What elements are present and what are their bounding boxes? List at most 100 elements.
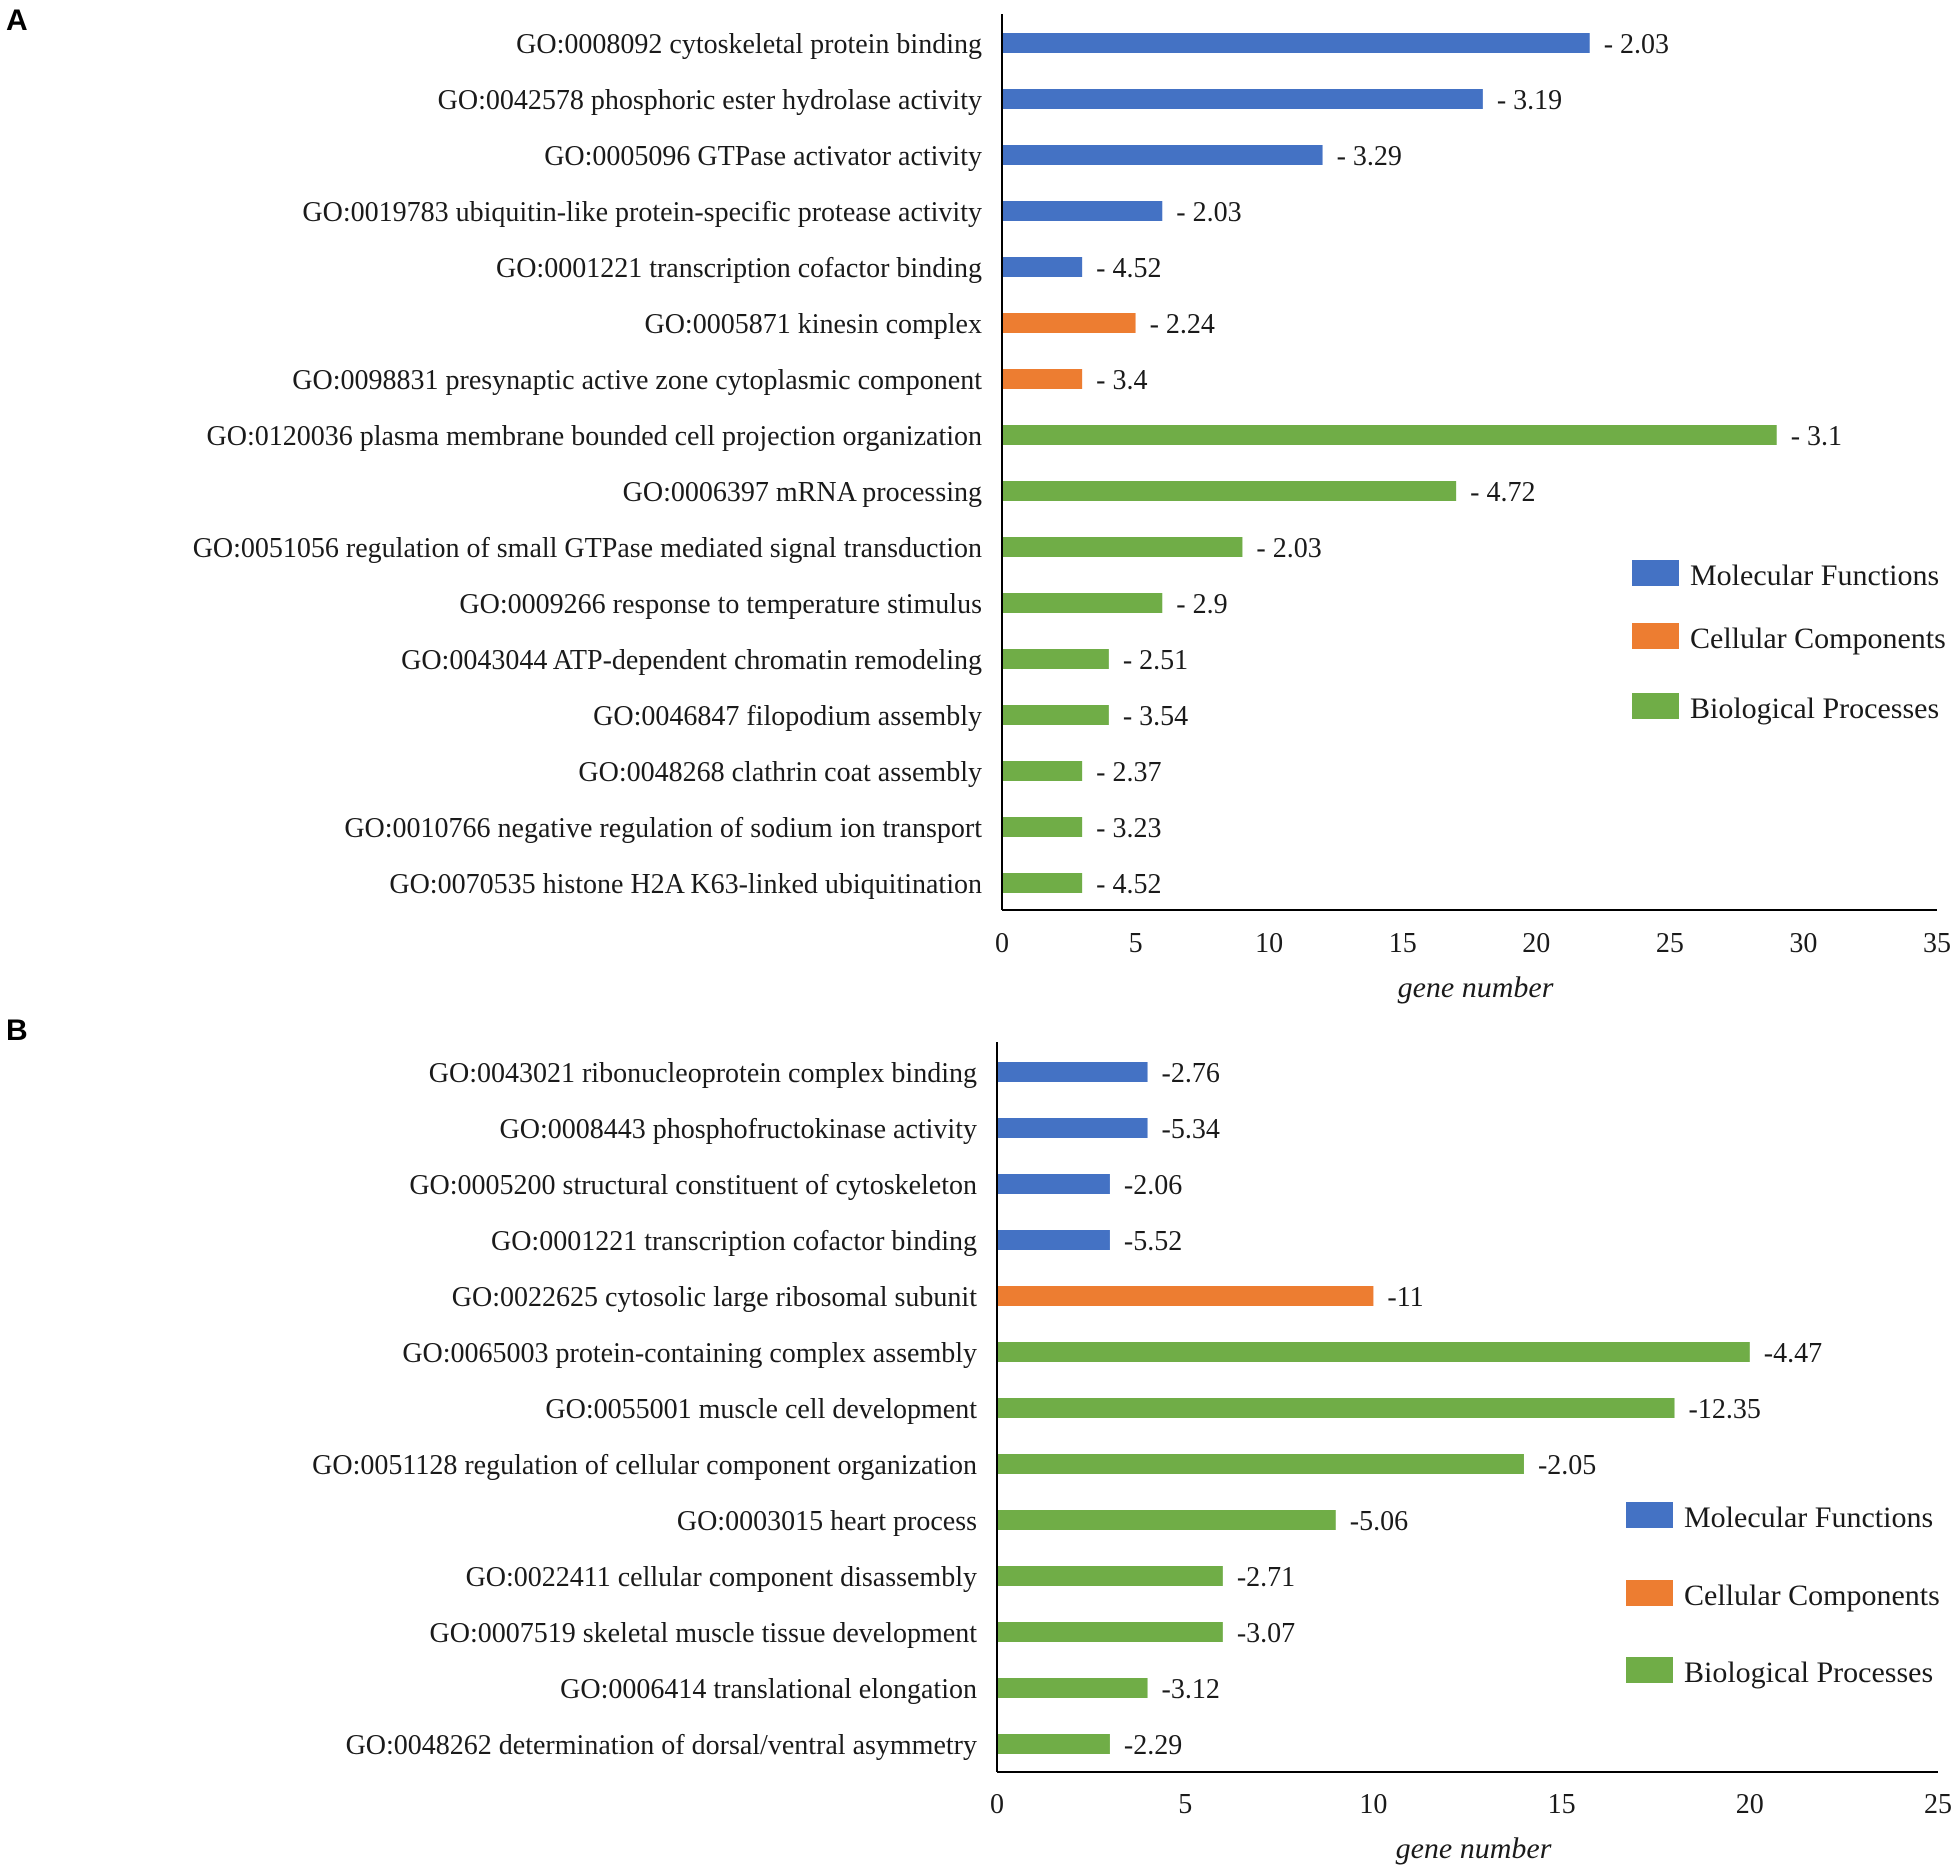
panel-a-bar-14	[1002, 761, 1083, 781]
panel-b-legend-swatch-molecular-functions	[1626, 1502, 1673, 1528]
panel-a-bar-3	[1002, 145, 1323, 165]
panel-a-x-tick-label: 25	[1656, 928, 1684, 959]
panel-b-x-tick-label: 25	[1924, 1789, 1952, 1820]
panel-a-bar-11	[1002, 593, 1163, 613]
panel-b-data-label: -3.12	[1162, 1674, 1220, 1705]
panel-a-category-label: GO:0008092 cytoskeletal protein binding	[516, 29, 982, 60]
panel-b-data-label: -12.35	[1689, 1394, 1761, 1425]
panel-b-bar-7	[997, 1398, 1675, 1418]
panel-b-data-label: -2.05	[1538, 1450, 1596, 1481]
panel-b-legend-swatch-cellular-components	[1626, 1580, 1673, 1606]
panel-b-category-label: GO:0022411 cellular component disassembl…	[466, 1562, 977, 1593]
panel-a-category-label: GO:0098831 presynaptic active zone cytop…	[292, 365, 982, 396]
panel-a-data-label: - 2.03	[1604, 29, 1669, 60]
panel-b-x-tick-label: 10	[1359, 1789, 1387, 1820]
panel-a-bar-9	[1002, 481, 1457, 501]
panel-a-legend-label-biological-processes: Biological Processes	[1690, 692, 1939, 725]
panel-a-data-label: - 3.23	[1096, 813, 1161, 844]
panel-b-category-label: GO:0006414 translational elongation	[560, 1674, 977, 1705]
panel-a-x-tick-label: 15	[1389, 928, 1417, 959]
panel-a-bar-12	[1002, 649, 1109, 669]
panel-label-b: B	[6, 1014, 28, 1047]
panel-a-category-label: GO:0048268 clathrin coat assembly	[578, 757, 982, 788]
panel-a-legend-swatch-cellular-components	[1632, 623, 1679, 649]
panel-b-category-label: GO:0048262 determination of dorsal/ventr…	[346, 1730, 977, 1761]
panel-a-category-label: GO:0001221 transcription cofactor bindin…	[496, 253, 982, 284]
panel-a-x-tick-label: 0	[995, 928, 1009, 959]
panel-b-category-label: GO:0007519 skeletal muscle tissue develo…	[430, 1618, 978, 1649]
panel-a-data-label: - 4.72	[1470, 477, 1535, 508]
panel-b-category-label: GO:0055001 muscle cell development	[545, 1394, 977, 1425]
panel-b-bar-5	[997, 1286, 1374, 1306]
panel-a-bar-10	[1002, 537, 1243, 557]
panel-b-category-label: GO:0005200 structural constituent of cyt…	[409, 1170, 977, 1201]
panel-b-data-label: -11	[1387, 1282, 1423, 1313]
panel-a-legend-swatch-molecular-functions	[1632, 560, 1679, 586]
panel-b-data-label: -2.76	[1162, 1058, 1220, 1089]
panel-a-bar-7	[1002, 369, 1083, 389]
panel-b-x-tick-label: 0	[990, 1789, 1004, 1820]
panel-a-category-label: GO:0010766 negative regulation of sodium…	[344, 813, 982, 844]
panel-b-category-label: GO:0003015 heart process	[677, 1506, 977, 1537]
panel-a-data-label: - 2.37	[1096, 757, 1161, 788]
panel-a-bar-1	[1002, 33, 1590, 53]
panel-a-category-label: GO:0042578 phosphoric ester hydrolase ac…	[438, 85, 982, 116]
panel-a-category-label: GO:0005871 kinesin complex	[644, 309, 982, 340]
panel-a-category-label: GO:0046847 filopodium assembly	[593, 701, 982, 732]
panel-b-data-label: -2.71	[1237, 1562, 1295, 1593]
panel-b-bar-10	[997, 1566, 1223, 1586]
panel-a-data-label: - 3.29	[1337, 141, 1402, 172]
panel-b-bar-11	[997, 1622, 1223, 1642]
panel-a-bar-2	[1002, 89, 1483, 109]
panel-a-legend-swatch-biological-processes	[1632, 693, 1679, 719]
panel-a-data-label: - 3.54	[1123, 701, 1188, 732]
panel-b-data-label: -2.06	[1124, 1170, 1182, 1201]
panel-a-bar-4	[1002, 201, 1163, 221]
panel-b-bar-2	[997, 1118, 1148, 1138]
panel-b-legend-label-molecular-functions: Molecular Functions	[1684, 1501, 1933, 1534]
panel-a-x-tick-label: 5	[1129, 928, 1143, 959]
chart-panel-a: GO:0008092 cytoskeletal protein binding -…	[193, 14, 1951, 1004]
panel-a-category-label: GO:0005096 GTPase activator activity	[544, 141, 982, 172]
panel-b-data-label: -4.47	[1764, 1338, 1822, 1369]
panel-b-bar-9	[997, 1510, 1336, 1530]
panel-b-category-label: GO:0022625 cytosolic large ribosomal sub…	[452, 1282, 977, 1313]
panel-b-legend-label-biological-processes: Biological Processes	[1684, 1656, 1933, 1689]
panel-b-category-label: GO:0001221 transcription cofactor bindin…	[491, 1226, 977, 1257]
panel-b-bar-12	[997, 1678, 1148, 1698]
panel-a-category-label: GO:0051056 regulation of small GTPase me…	[193, 533, 982, 564]
panel-a-category-label: GO:0070535 histone H2A K63-linked ubiqui…	[389, 869, 982, 900]
panel-a-bar-15	[1002, 817, 1083, 837]
panel-a-bar-5	[1002, 257, 1083, 277]
panel-a-category-label: GO:0006397 mRNA processing	[623, 477, 982, 508]
panel-b-x-tick-label: 5	[1178, 1789, 1192, 1820]
panel-a-data-label: - 2.03	[1176, 197, 1241, 228]
panel-a-data-label: - 2.03	[1256, 533, 1321, 564]
panel-b-data-label: -2.29	[1124, 1730, 1182, 1761]
panel-a-data-label: - 4.52	[1096, 253, 1161, 284]
panel-b-bar-8	[997, 1454, 1524, 1474]
panel-b-data-label: -5.34	[1162, 1114, 1220, 1145]
panel-b-bar-4	[997, 1230, 1110, 1250]
panel-a-data-label: - 3.1	[1791, 421, 1842, 452]
panel-b-x-tick-label: 20	[1736, 1789, 1764, 1820]
panel-b-bar-3	[997, 1174, 1110, 1194]
panel-a-data-label: - 2.9	[1176, 589, 1227, 620]
panel-a-data-label: - 4.52	[1096, 869, 1161, 900]
panel-b-x-axis-title: gene number	[1396, 1832, 1552, 1865]
panel-a-x-tick-label: 35	[1923, 928, 1951, 959]
panel-b-category-label: GO:0051128 regulation of cellular compon…	[312, 1450, 977, 1481]
panel-b-data-label: -3.07	[1237, 1618, 1295, 1649]
panel-a-legend-label-cellular-components: Cellular Components	[1690, 622, 1946, 655]
panel-b-category-label: GO:0008443 phosphofructokinase activity	[500, 1114, 977, 1145]
panel-b-data-label: -5.06	[1350, 1506, 1408, 1537]
panel-b-legend-label-cellular-components: Cellular Components	[1684, 1579, 1940, 1612]
panel-b-bar-13	[997, 1734, 1110, 1754]
panel-a-category-label: GO:0120036 plasma membrane bounded cell …	[207, 421, 983, 452]
panel-b-category-label: GO:0065003 protein-containing complex as…	[402, 1338, 977, 1369]
panel-a-x-tick-label: 10	[1255, 928, 1283, 959]
panel-a-data-label: - 3.19	[1497, 85, 1562, 116]
panel-b-data-label: -5.52	[1124, 1226, 1182, 1257]
panel-a-category-label: GO:0009266 response to temperature stimu…	[459, 589, 982, 620]
